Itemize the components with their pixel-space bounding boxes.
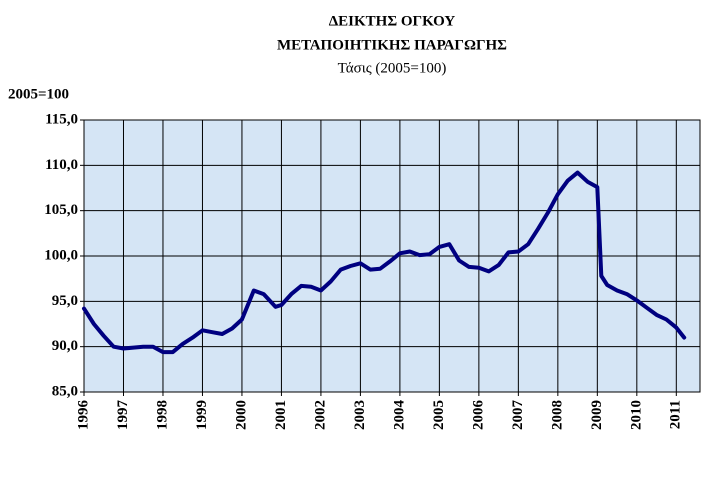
x-tick-label: 2009 <box>589 400 605 430</box>
x-tick-label: 1996 <box>75 400 91 431</box>
chart-subtitle: Τάσις (2005=100) <box>338 60 447 76</box>
x-tick-label: 2005 <box>431 400 447 430</box>
y-tick-label: 105,0 <box>44 202 78 218</box>
y-tick-label: 85,0 <box>52 383 78 399</box>
x-tick-label: 1998 <box>154 400 170 430</box>
x-tick-label: 2006 <box>470 400 486 431</box>
x-tick-label: 2000 <box>233 400 249 430</box>
y-axis-label: 2005=100 <box>8 86 69 102</box>
y-tick-label: 95,0 <box>52 293 78 309</box>
x-tick-label: 2003 <box>352 400 368 430</box>
x-tick-label: 2011 <box>668 400 684 429</box>
x-tick-label: 2001 <box>273 400 289 430</box>
x-tick-label: 1997 <box>115 400 131 431</box>
chart-title: ΔΕΙΚΤΗΣ ΟΓΚΟΥ <box>329 13 456 29</box>
y-tick-label: 115,0 <box>45 111 78 127</box>
x-tick-label: 2010 <box>628 400 644 430</box>
y-tick-label: 100,0 <box>44 247 78 263</box>
data-line <box>82 170 687 355</box>
y-tick-label: 110,0 <box>45 157 78 173</box>
x-tick-label: 2007 <box>510 400 526 431</box>
x-tick-label: 2004 <box>391 400 407 431</box>
chart-title: ΜΕΤΑΠΟΙΗΤΙΚΗΣ ΠΑΡΑΓΩΓΗΣ <box>277 37 507 53</box>
x-tick-label: 2002 <box>312 400 328 430</box>
y-tick-label: 90,0 <box>52 338 78 354</box>
x-tick-label: 1999 <box>194 400 210 430</box>
x-tick-label: 2008 <box>549 400 565 430</box>
